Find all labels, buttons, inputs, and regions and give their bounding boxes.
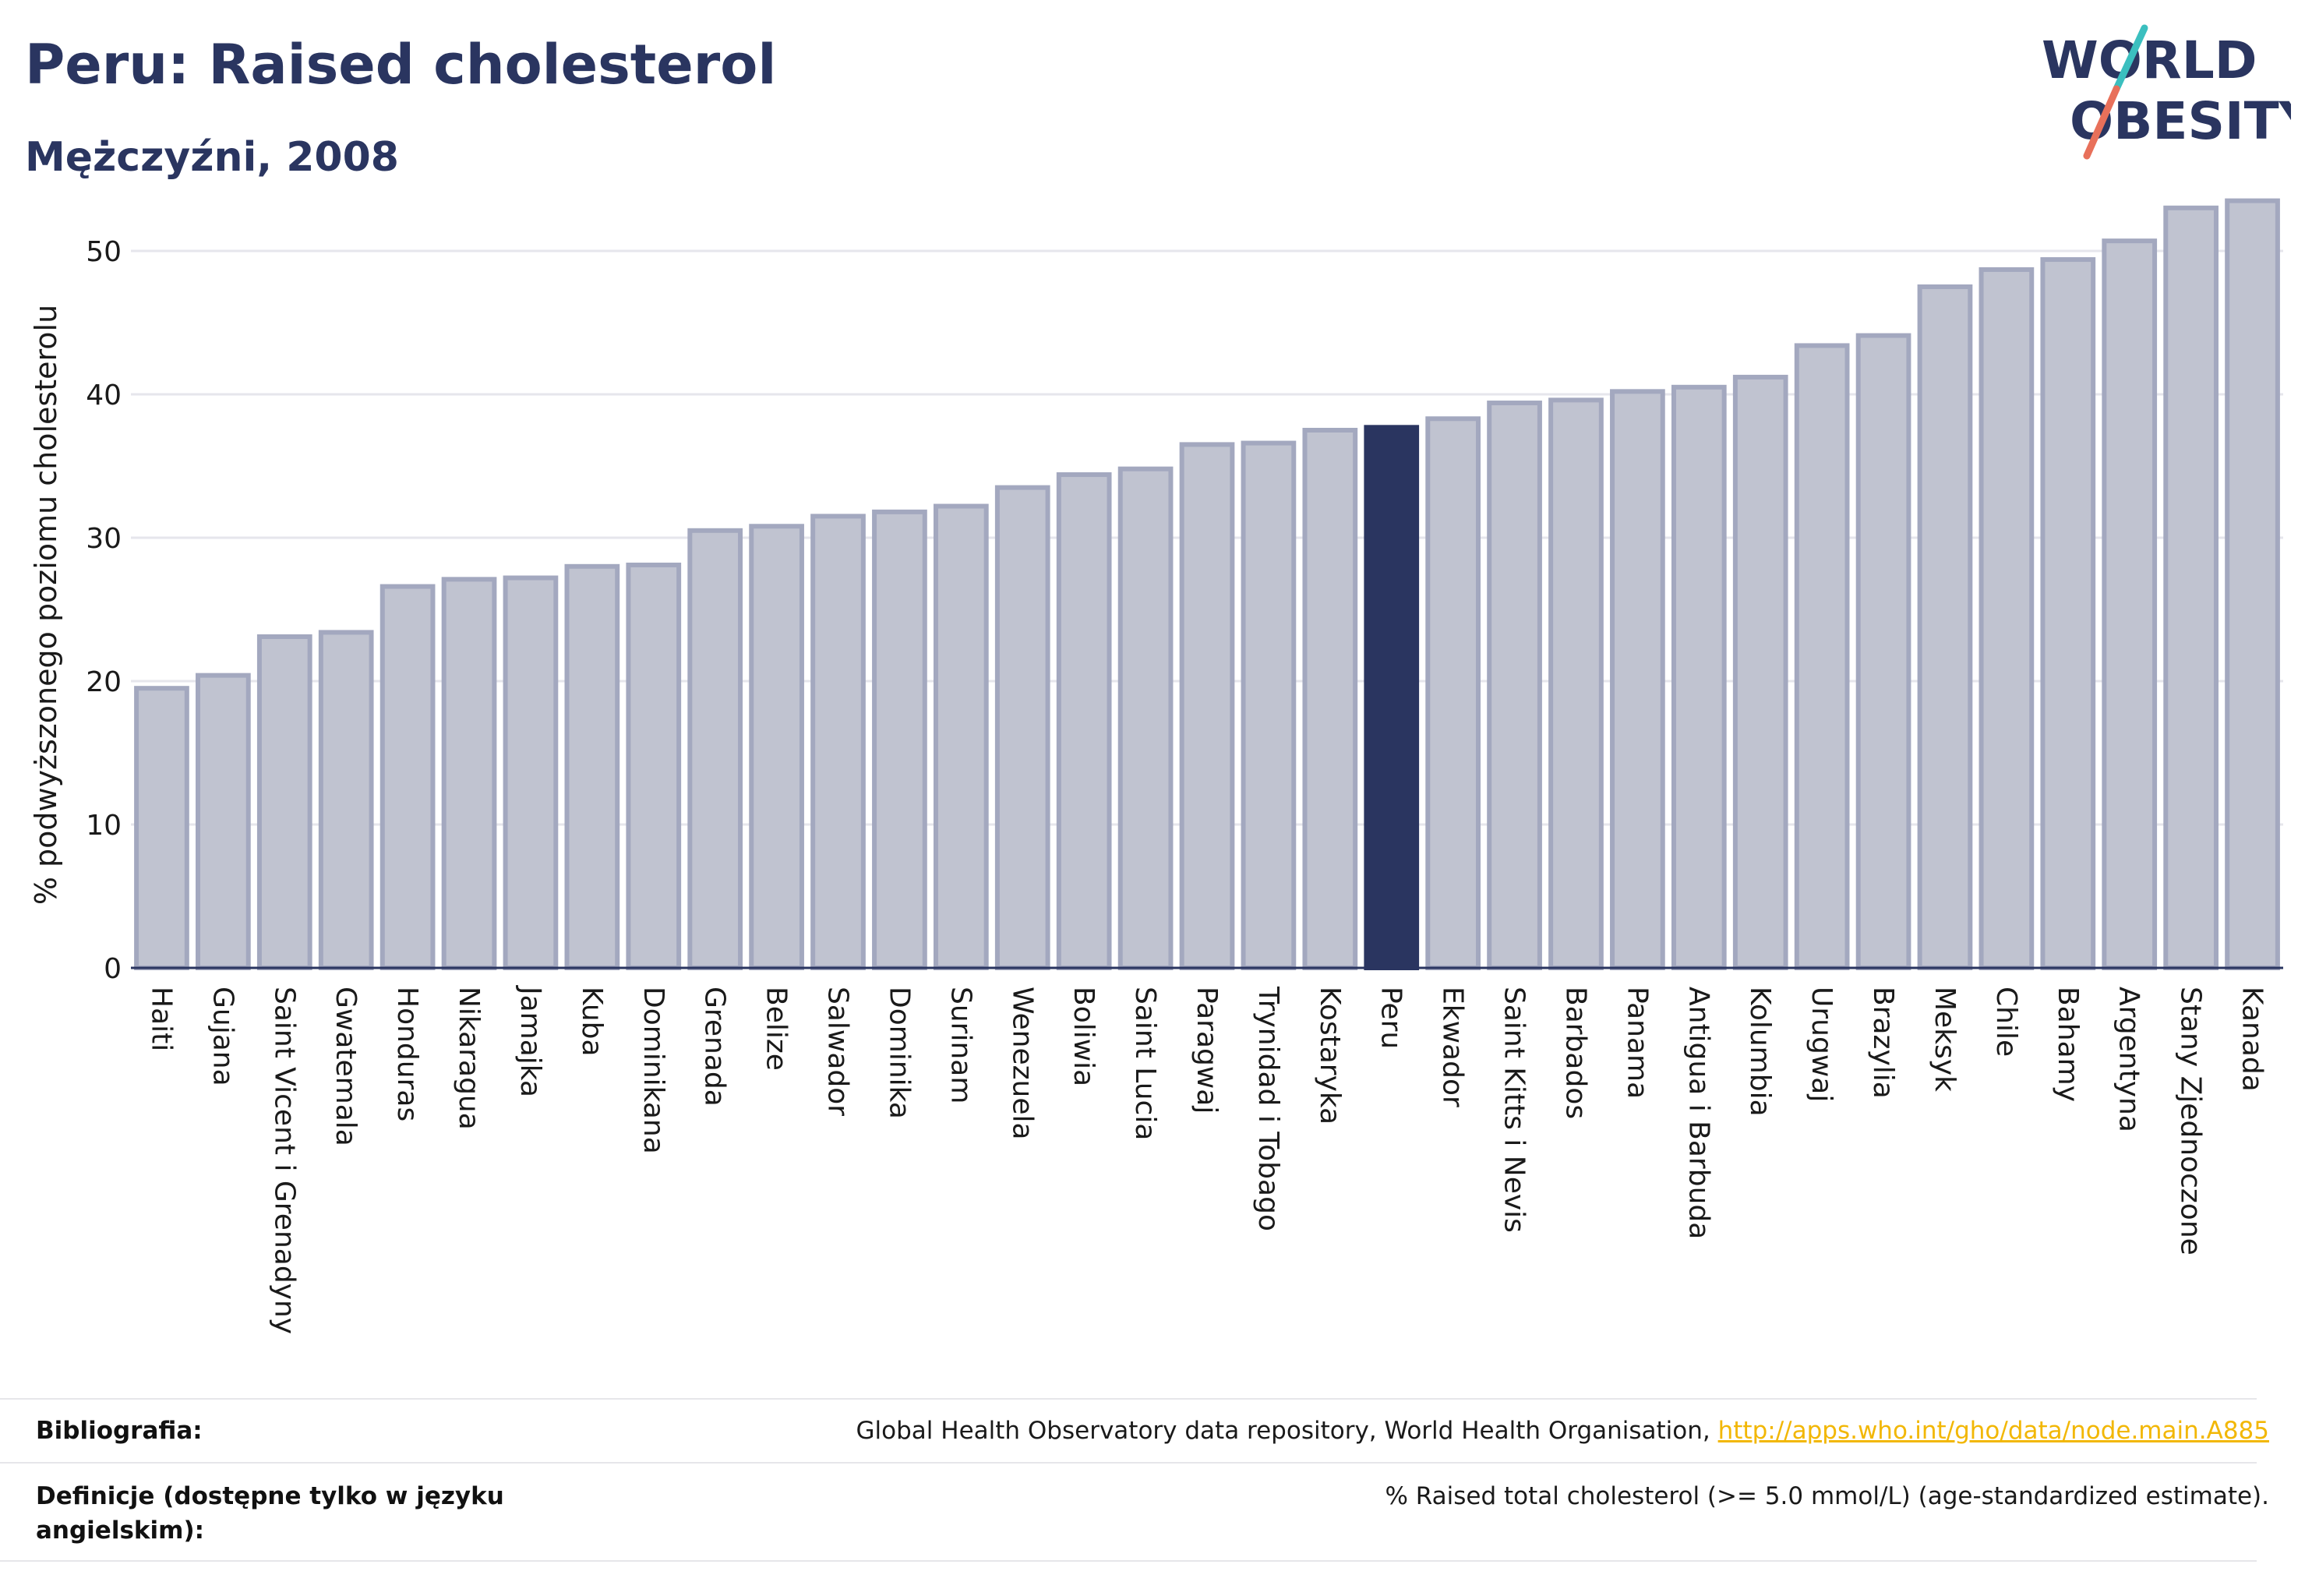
bibliography-link[interactable]: http://apps.who.int/gho/data/node.main.A… (1717, 1417, 2269, 1445)
bar[interactable] (2040, 257, 2096, 971)
bar[interactable] (1732, 374, 1788, 971)
x-tick-label: Gujana (206, 987, 238, 1086)
bar[interactable] (810, 514, 866, 970)
y-axis-ticks: 0 10 20 30 40 50 (86, 236, 122, 985)
y-tick-label: 30 (86, 523, 122, 555)
y-tick-label: 40 (86, 380, 122, 411)
bar[interactable] (1794, 343, 1850, 970)
bars (134, 198, 2280, 971)
x-tick-label: Boliwia (1068, 987, 1100, 1086)
x-tick-label: Honduras (391, 987, 423, 1121)
y-axis-label: % podwyższonego poziomu cholesterolu (29, 305, 63, 905)
bar[interactable] (2102, 238, 2158, 970)
x-tick-label: Dominika (883, 987, 915, 1119)
bar[interactable] (1917, 284, 1973, 970)
bar[interactable] (2163, 205, 2219, 970)
y-tick-label: 0 (104, 953, 122, 985)
x-axis-ticks: Haiti Gujana Saint Vicent i Grenadyny Gwate… (145, 985, 2268, 1334)
bar[interactable] (1487, 401, 1542, 970)
bar[interactable] (749, 524, 804, 970)
x-tick-label: Ekwador (1437, 987, 1469, 1107)
bar[interactable] (134, 686, 189, 970)
bar[interactable] (1610, 389, 1665, 970)
x-tick-label: Saint Lucia (1129, 987, 1161, 1140)
bar[interactable] (1302, 428, 1358, 970)
x-tick-label: Dominikana (637, 987, 669, 1154)
world-obesity-logo: WORLD OBESITY (2042, 24, 2291, 160)
x-tick-label: Kuba (576, 987, 608, 1057)
x-tick-label: Argentyna (2113, 987, 2145, 1132)
logo-slash-top-icon (2113, 24, 2148, 93)
bar[interactable] (318, 630, 374, 970)
bibliography-value: Global Health Observatory data repositor… (856, 1414, 2269, 1448)
bar[interactable] (2225, 198, 2280, 971)
logo-slash-bottom-icon (2083, 85, 2120, 160)
bar[interactable] (1548, 397, 1604, 970)
bar[interactable] (256, 634, 312, 971)
x-tick-label: Panama (1621, 987, 1653, 1099)
footer-bibliography-row: Bibliografia: Global Health Observatory … (0, 1398, 2269, 1464)
bar[interactable] (1179, 442, 1235, 970)
y-tick-label: 50 (86, 236, 122, 268)
bar-chart: 0 10 20 30 40 50 Haiti Gujana Saint Vicent i Gr… (29, 198, 2283, 1334)
x-tick-label: Surinam (944, 987, 976, 1103)
x-tick-label: Nikaragua (453, 987, 485, 1130)
x-tick-label: Meksyk (1929, 987, 1961, 1092)
x-tick-label: Antigua i Barbuda (1682, 987, 1714, 1239)
x-tick-label: Grenada (699, 987, 731, 1107)
bar[interactable] (196, 673, 251, 970)
definitions-label: Definicje (dostępne tylko w języku angie… (36, 1482, 504, 1545)
bar[interactable] (1425, 416, 1481, 970)
x-tick-label: Stany Zjednoczone (2175, 987, 2207, 1255)
y-tick-label: 20 (86, 666, 122, 698)
bar[interactable] (626, 562, 682, 970)
bar[interactable] (503, 575, 559, 971)
bar[interactable] (994, 485, 1050, 970)
x-tick-label: Trynidad i Tobago (1252, 986, 1284, 1231)
bibliography-label: Bibliografia: (36, 1417, 203, 1445)
x-tick-label: Kanada (2236, 987, 2268, 1092)
bar[interactable] (1056, 472, 1112, 970)
y-tick-label: 10 (86, 810, 122, 842)
bar[interactable] (1671, 384, 1727, 970)
bar[interactable] (379, 584, 436, 970)
footer-definitions-row: Definicje (dostępne tylko w języku angie… (0, 1462, 2269, 1562)
x-tick-label: Bahamy (2052, 987, 2084, 1102)
x-tick-label: Saint Vicent i Grenadyny (268, 987, 300, 1334)
x-tick-label: Brazylia (1867, 987, 1899, 1099)
bibliography-text: Global Health Observatory data repositor… (856, 1417, 1710, 1445)
x-tick-label: Gwatemala (330, 987, 362, 1146)
x-tick-label: Kostaryka (1314, 987, 1346, 1125)
x-tick-label: Barbados (1559, 987, 1591, 1119)
x-tick-label: Wenezuela (1006, 987, 1038, 1140)
x-tick-label: Urugwaj (1806, 987, 1837, 1102)
bar[interactable] (687, 528, 743, 970)
bar[interactable] (933, 503, 989, 970)
bar[interactable] (441, 577, 497, 970)
bar[interactable] (1117, 466, 1174, 970)
bar[interactable] (1855, 333, 1911, 970)
page-title: Peru: Raised cholesterol (25, 33, 777, 97)
x-tick-label: Saint Kitts i Nevis (1498, 987, 1530, 1233)
bar[interactable] (1978, 267, 2035, 971)
x-tick-label: Paragwaj (1191, 987, 1223, 1114)
x-tick-label: Salwador (822, 987, 854, 1116)
bar[interactable] (564, 563, 620, 970)
x-tick-label: Jamajka (514, 985, 546, 1097)
x-tick-label: Haiti (145, 987, 177, 1051)
x-tick-label: Belize (761, 987, 792, 1071)
bar[interactable] (872, 509, 927, 970)
logo-line-2: OBESITY (2070, 91, 2291, 151)
bar[interactable] (1241, 440, 1297, 970)
page-subtitle: Mężczyźni, 2008 (25, 134, 399, 181)
x-tick-label: Kolumbia (1744, 987, 1776, 1117)
logo-line-1: WORLD (2042, 30, 2257, 90)
x-tick-label: Peru (1375, 987, 1407, 1049)
definitions-value: % Raised total cholesterol (>= 5.0 mmol/… (1385, 1482, 2269, 1510)
bar[interactable] (1364, 425, 1420, 970)
x-tick-label: Chile (1990, 987, 2022, 1057)
